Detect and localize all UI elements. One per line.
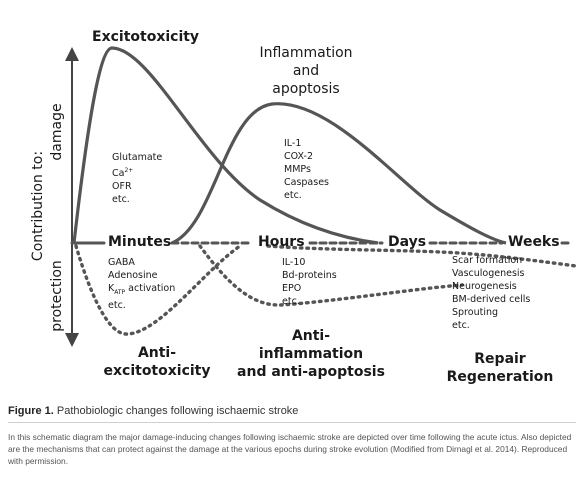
caption-title: Figure 1. Pathobiologic changes followin… [8,405,576,423]
diagram: Contribution to: damage protection Minut… [30,29,578,385]
anti-excitotoxicity-list: GABA Adenosine KATP activation etc. [108,256,175,312]
list-item: IL-10 [282,257,306,268]
figure-caption: Figure 1. Pathobiologic changes followin… [8,405,576,467]
anti-inflammation-title: Anti- inflammation and anti-apoptosis [237,328,385,380]
anti-excitotoxicity-curve [74,244,242,336]
caption-title-text: Pathobiologic changes following ischaemi… [56,405,299,417]
list-item: Vasculogenesis [452,268,525,279]
diagram-canvas [65,46,578,347]
list-item: COX-2 [284,151,314,162]
excitotoxicity-list: Glutamate Ca2+ OFR etc. [112,151,162,206]
list-item: Adenosine [108,270,158,281]
list-item: Sprouting [452,307,499,318]
repair-list: Scar formation Vasculogenesis Neurogenes… [452,254,530,332]
list-item: BM-derived cells [452,294,531,305]
time-label-days: Days [388,234,427,250]
list-item: etc. [452,320,470,331]
list-item: Glutamate [112,152,163,163]
inflammation-curve [171,102,507,245]
inflammation-title: Inflammation and apoptosis [259,45,353,97]
list-item: etc. [108,299,126,311]
list-item: etc. [282,296,300,307]
anti-inflammation-list: IL-10 Bd-proteins EPO etc. [282,256,337,308]
list-item: OFR [112,181,132,193]
axis-label-contribution: Contribution to: [30,150,46,262]
time-label-minutes: Minutes [108,234,172,250]
caption-label: Figure 1. [8,405,54,417]
caption-body: In this schematic diagram the major dama… [8,432,572,466]
list-item: IL-1 [284,138,302,149]
list-item: etc. [112,194,130,206]
list-item: Bd-proteins [282,270,337,281]
excitotoxicity-title: Excitotoxicity [92,29,200,45]
list-item: Neurogenesis [452,281,517,292]
list-item: etc. [284,190,302,201]
list-item: Scar formation [452,255,523,266]
list-item: MMPs [284,164,311,175]
excitotoxicity-curve [72,46,379,245]
list-item: KATP activation [108,283,176,296]
anti-inflammation-curve [198,244,464,307]
list-item: Ca2+ [112,167,134,180]
list-item: Caspases [284,177,329,188]
axis-label-damage: damage [49,103,65,161]
repair-curve [266,244,578,268]
time-label-weeks: Weeks [508,234,560,250]
axis-label-protection: protection [49,260,65,332]
repair-title: Repair Regeneration [446,351,554,385]
time-label-hours: Hours [258,234,305,250]
anti-excitotoxicity-title: Anti- excitotoxicity [103,345,211,379]
inflammation-list: IL-1 COX-2 MMPs Caspases etc. [284,137,329,202]
list-item: GABA [108,257,135,268]
list-item: EPO [282,283,302,294]
